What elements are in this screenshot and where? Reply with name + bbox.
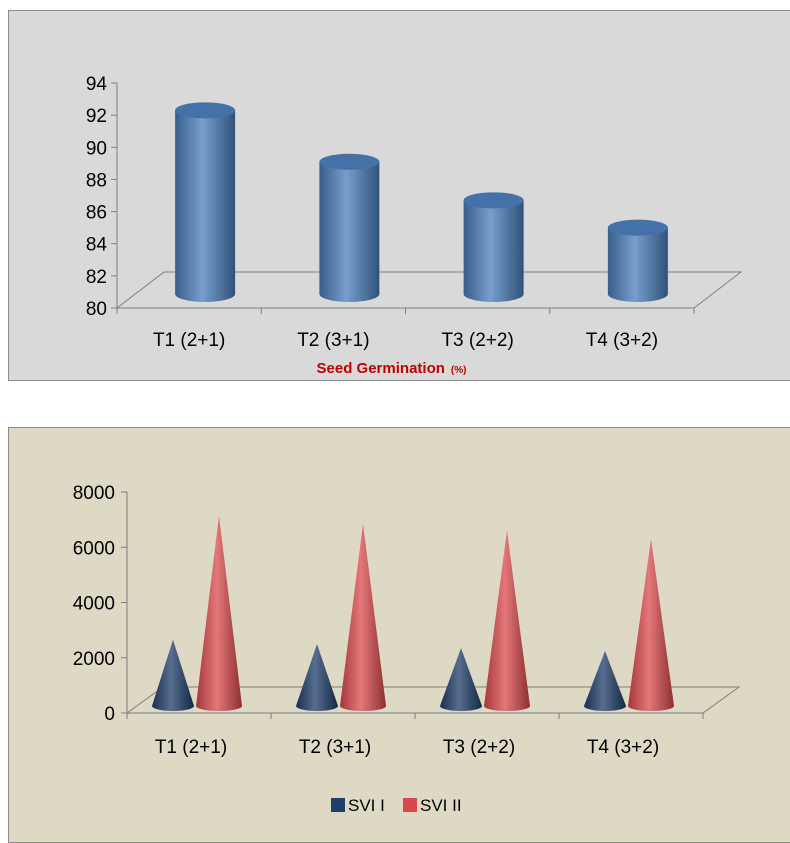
x-category-label: T3 (2+2) (443, 737, 515, 758)
y-tick-label: 2000 (73, 649, 115, 670)
y-tick-label: 8000 (73, 483, 115, 504)
cylinder-body (463, 200, 524, 302)
y-tick-label: 0 (104, 704, 115, 725)
x-category-label: T2 (3+1) (297, 330, 369, 351)
cone-body (484, 530, 530, 711)
cylinder-body (607, 227, 668, 302)
x-category-label: T1 (2+1) (153, 330, 225, 351)
y-tick-label: 80 (86, 299, 107, 320)
cylinder-bar (463, 192, 524, 302)
legend-label: SVI II (420, 796, 462, 815)
legend-label: SVI I (348, 796, 385, 815)
cone-body (584, 650, 626, 711)
cylinder-top (175, 102, 236, 119)
germination-chart: 80 82 84 86 88 90 92 94 T1 (2+1) T2 (3+1) T3 (2+2)… (86, 74, 743, 377)
y-tick-label: 82 (86, 267, 107, 288)
y-tick-label: 84 (86, 235, 108, 256)
cylinder-body (175, 110, 236, 302)
y-tick-label: 4000 (73, 594, 115, 615)
cone-body (340, 523, 386, 711)
x-category-label: T3 (2+2) (441, 330, 513, 351)
cylinder-bar (175, 102, 236, 302)
cone-svi-i (152, 639, 194, 711)
y-tick-label: 86 (86, 203, 107, 224)
cylinder-top (607, 219, 668, 236)
x-category-label: T1 (2+1) (155, 737, 227, 758)
svi-chart-panel: 0 2000 4000 6000 8000 T1 (2+1) T2 (3+1) T3 (2+2… (8, 427, 790, 843)
cylinder-bar (319, 153, 380, 302)
cylinder-top (463, 192, 524, 209)
cone-svi-ii (628, 538, 674, 711)
y-tick-label: 92 (86, 106, 107, 127)
y-tick-label: 90 (86, 138, 107, 159)
y-tick-label: 94 (86, 74, 108, 95)
cone-svi-i (440, 648, 482, 711)
legend-swatch (403, 798, 417, 812)
x-axis-title: Seed Germination (%) (317, 360, 467, 377)
cone-svi-ii (484, 530, 530, 711)
legend-item: SVI II (403, 796, 462, 815)
y-tick-label: 6000 (73, 538, 115, 559)
cone-body (628, 538, 674, 711)
cone-body (196, 515, 242, 711)
cone-svi-ii (340, 523, 386, 711)
cylinder-body (319, 161, 380, 302)
y-tick-label: 88 (86, 170, 107, 191)
cone-body (152, 639, 194, 711)
cone-body (440, 648, 482, 711)
cylinder-bar (607, 219, 668, 302)
cone-svi-i (584, 650, 626, 711)
cone-svi-i (296, 643, 338, 711)
x-category-label: T4 (3+2) (586, 330, 658, 351)
legend-item: SVI I (331, 796, 385, 815)
x-category-label: T4 (3+2) (587, 737, 659, 758)
cylinder-top (319, 153, 380, 170)
legend-swatch (331, 798, 345, 812)
germination-chart-panel: 80 82 84 86 88 90 92 94 T1 (2+1) T2 (3+1) T3 (2+2)… (8, 10, 790, 381)
x-category-label: T2 (3+1) (299, 737, 371, 758)
svi-chart: 0 2000 4000 6000 8000 T1 (2+1) T2 (3+1) T3 (2+2… (73, 483, 741, 815)
cone-svi-ii (196, 515, 242, 711)
cone-body (296, 643, 338, 711)
